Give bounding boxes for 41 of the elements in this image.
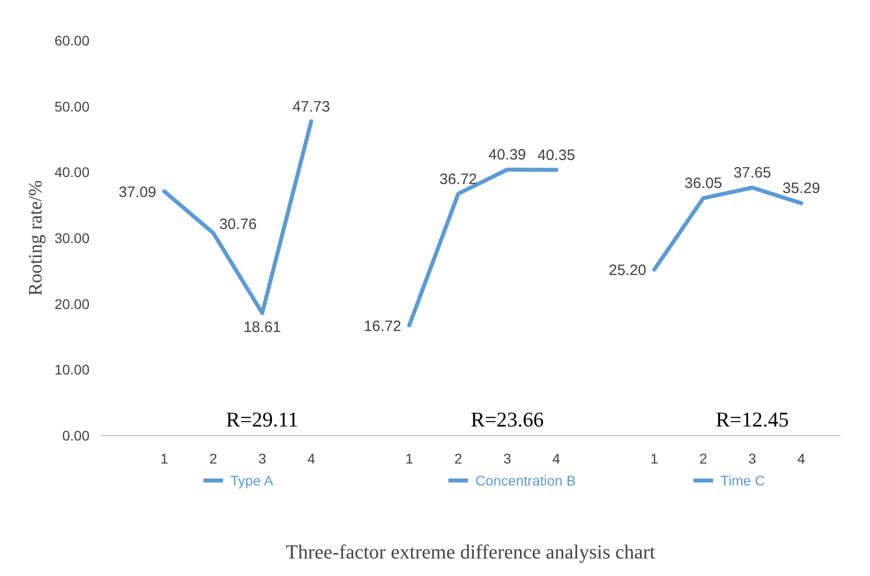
x-tick-label: 1 — [650, 450, 658, 466]
data-label: 36.05 — [684, 175, 722, 192]
x-axis-title: Three-factor extreme difference analysis chart — [286, 542, 656, 564]
x-tick-label: 4 — [307, 450, 316, 466]
legend-label: Concentration B — [475, 472, 576, 488]
y-tick-label: 60.00 — [54, 32, 90, 48]
x-tick-label: 2 — [209, 450, 218, 466]
legend-label: Time C — [720, 472, 766, 488]
data-label: 18.61 — [243, 318, 281, 336]
x-tick-label: 4 — [797, 450, 806, 466]
x-tick-label: 1 — [405, 450, 414, 466]
y-axis-title: Rooting rate/% — [25, 180, 46, 296]
y-tick-label: 10.00 — [54, 362, 90, 378]
data-label: 35.29 — [782, 180, 820, 198]
line-series — [407, 168, 558, 328]
y-tick-label: 50.00 — [54, 98, 90, 114]
data-label: 30.76 — [219, 216, 257, 233]
y-tick-label: 0.00 — [62, 428, 90, 444]
annotation: R=12.45 — [716, 408, 789, 432]
line-series — [162, 119, 314, 315]
x-tick-label: 2 — [699, 450, 708, 466]
y-tick-label: 40.00 — [54, 164, 90, 180]
data-label: 37.65 — [734, 164, 772, 182]
data-label: 40.39 — [488, 146, 526, 164]
x-tick-label: 3 — [503, 450, 512, 466]
y-tick-label: 20.00 — [54, 296, 90, 312]
y-tick-label: 30.00 — [54, 230, 90, 246]
x-tick-label: 2 — [454, 450, 462, 466]
x-tick-label: 3 — [748, 450, 756, 466]
x-tick-label: 4 — [552, 450, 560, 466]
annotation: R=29.11 — [226, 408, 298, 432]
legend-label: Type A — [230, 472, 274, 488]
annotation: R=23.66 — [470, 408, 544, 432]
data-label: 25.20 — [608, 262, 646, 280]
data-label: 47.73 — [292, 98, 330, 116]
data-label: 40.35 — [537, 146, 576, 164]
x-tick-label: 1 — [160, 450, 168, 466]
data-label: 16.72 — [364, 318, 402, 335]
data-label: 36.72 — [439, 170, 478, 188]
data-label: 37.09 — [118, 184, 156, 201]
x-tick-label: 3 — [258, 450, 266, 466]
